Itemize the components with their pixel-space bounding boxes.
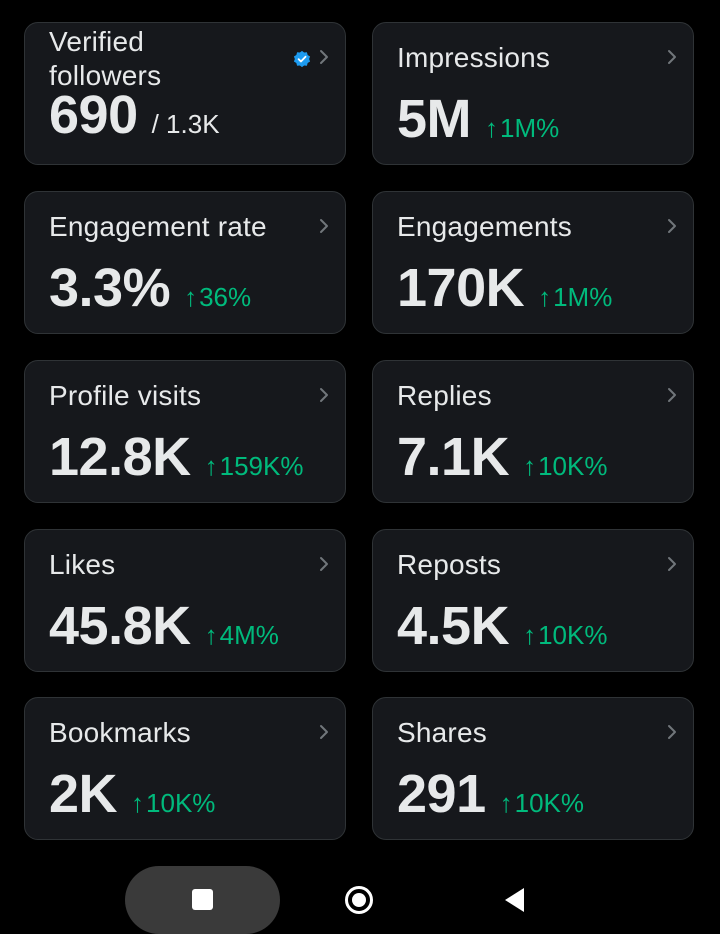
chevron-right-icon: [320, 219, 328, 233]
metric-value: 3.3%: [49, 258, 171, 318]
card-label: Reposts: [397, 549, 502, 580]
arrow-up-icon: ↑: [131, 788, 145, 818]
card-label: Shares: [397, 717, 487, 748]
verified-badge-icon: [293, 50, 311, 68]
delta-value: 159K%: [219, 451, 304, 481]
value-row: 4.5K ↑ 10K%: [397, 596, 607, 656]
metric-delta: ↑ 4M%: [205, 620, 279, 650]
chevron-right-icon: [668, 219, 676, 233]
value-row: 2K ↑ 10K%: [49, 764, 215, 824]
card-shares[interactable]: Shares 291 ↑ 10K%: [372, 697, 694, 840]
metric-value: 690: [49, 85, 138, 145]
delta-value: 36%: [199, 282, 252, 312]
delta-value: 10K%: [538, 451, 608, 481]
metric-delta: ↑ 1M%: [538, 282, 612, 312]
value-row: 45.8K ↑ 4M%: [49, 596, 279, 656]
arrow-up-icon: ↑: [538, 282, 552, 312]
metric-delta: ↑ 10K%: [523, 620, 607, 650]
chevron-right-icon: [668, 557, 676, 571]
metric-total: / 1.3K: [151, 109, 220, 139]
card-profile-visits[interactable]: Profile visits 12.8K ↑ 159K%: [24, 360, 346, 503]
square-icon: [192, 889, 213, 910]
metric-delta: ↑ 10K%: [523, 451, 607, 481]
card-label: Likes: [49, 549, 116, 580]
chevron-right-icon: [320, 557, 328, 571]
delta-value: 10K%: [538, 620, 608, 650]
arrow-up-icon: ↑: [523, 620, 537, 650]
chevron-right-icon: [320, 50, 328, 64]
card-label: Engagement rate: [49, 211, 267, 242]
arrow-up-icon: ↑: [204, 620, 218, 650]
delta-value: 4M%: [219, 620, 279, 650]
card-label: Profile visits: [49, 380, 202, 411]
value-row: 170K ↑ 1M%: [397, 258, 612, 318]
chevron-right-icon: [668, 725, 676, 739]
metric-value: 2K: [49, 764, 118, 824]
metric-delta: ↑ 36%: [184, 282, 251, 312]
arrow-up-icon: ↑: [204, 451, 218, 481]
value-row: 690 / 1.3K: [49, 85, 220, 145]
value-row: 3.3% ↑ 36%: [49, 258, 251, 318]
metric-value: 4.5K: [397, 596, 510, 656]
chevron-right-icon: [668, 388, 676, 402]
card-likes[interactable]: Likes 45.8K ↑ 4M%: [24, 529, 346, 672]
card-label: Bookmarks: [49, 717, 191, 748]
metric-value: 5M: [397, 89, 472, 149]
chevron-right-icon: [320, 388, 328, 402]
arrow-up-icon: ↑: [499, 788, 513, 818]
card-label: Impressions: [397, 42, 551, 73]
metric-value: 170K: [397, 258, 525, 318]
card-engagement-rate[interactable]: Engagement rate 3.3% ↑ 36%: [24, 191, 346, 334]
card-label: Engagements: [397, 211, 572, 242]
chevron-right-icon: [668, 50, 676, 64]
card-bookmarks[interactable]: Bookmarks 2K ↑ 10K%: [24, 697, 346, 840]
metric-delta: ↑ 159K%: [205, 451, 304, 481]
metric-value: 12.8K: [49, 427, 191, 487]
delta-value: 10K%: [514, 788, 584, 818]
arrow-up-icon: ↑: [485, 113, 499, 143]
value-row: 12.8K ↑ 159K%: [49, 427, 303, 487]
value-row: 5M ↑ 1M%: [397, 89, 559, 149]
arrow-up-icon: ↑: [523, 451, 537, 481]
value-row: 7.1K ↑ 10K%: [397, 427, 607, 487]
metric-value: 7.1K: [397, 427, 510, 487]
arrow-up-icon: ↑: [184, 282, 198, 312]
card-replies[interactable]: Replies 7.1K ↑ 10K%: [372, 360, 694, 503]
chevron-right-icon: [320, 725, 328, 739]
circle-home-icon[interactable]: [343, 884, 375, 916]
system-navigation-bar: [0, 860, 720, 934]
card-label: Verified followers: [49, 26, 162, 91]
card-reposts[interactable]: Reposts 4.5K ↑ 10K%: [372, 529, 694, 672]
metric-value: 45.8K: [49, 596, 191, 656]
card-label: Replies: [397, 380, 492, 411]
metric-delta: ↑ 10K%: [131, 788, 215, 818]
delta-value: 1M%: [553, 282, 613, 312]
metric-delta: ↑ 10K%: [500, 788, 584, 818]
metric-delta: ↑ 1M%: [485, 113, 559, 143]
card-engagements[interactable]: Engagements 170K ↑ 1M%: [372, 191, 694, 334]
metric-value: 291: [397, 764, 486, 824]
value-row: 291 ↑ 10K%: [397, 764, 584, 824]
card-verified-followers[interactable]: Verified followers 690 / 1.3K: [24, 22, 346, 165]
delta-value: 10K%: [146, 788, 216, 818]
card-impressions[interactable]: Impressions 5M ↑ 1M%: [372, 22, 694, 165]
triangle-back-icon[interactable]: [502, 886, 528, 914]
delta-value: 1M%: [500, 113, 560, 143]
